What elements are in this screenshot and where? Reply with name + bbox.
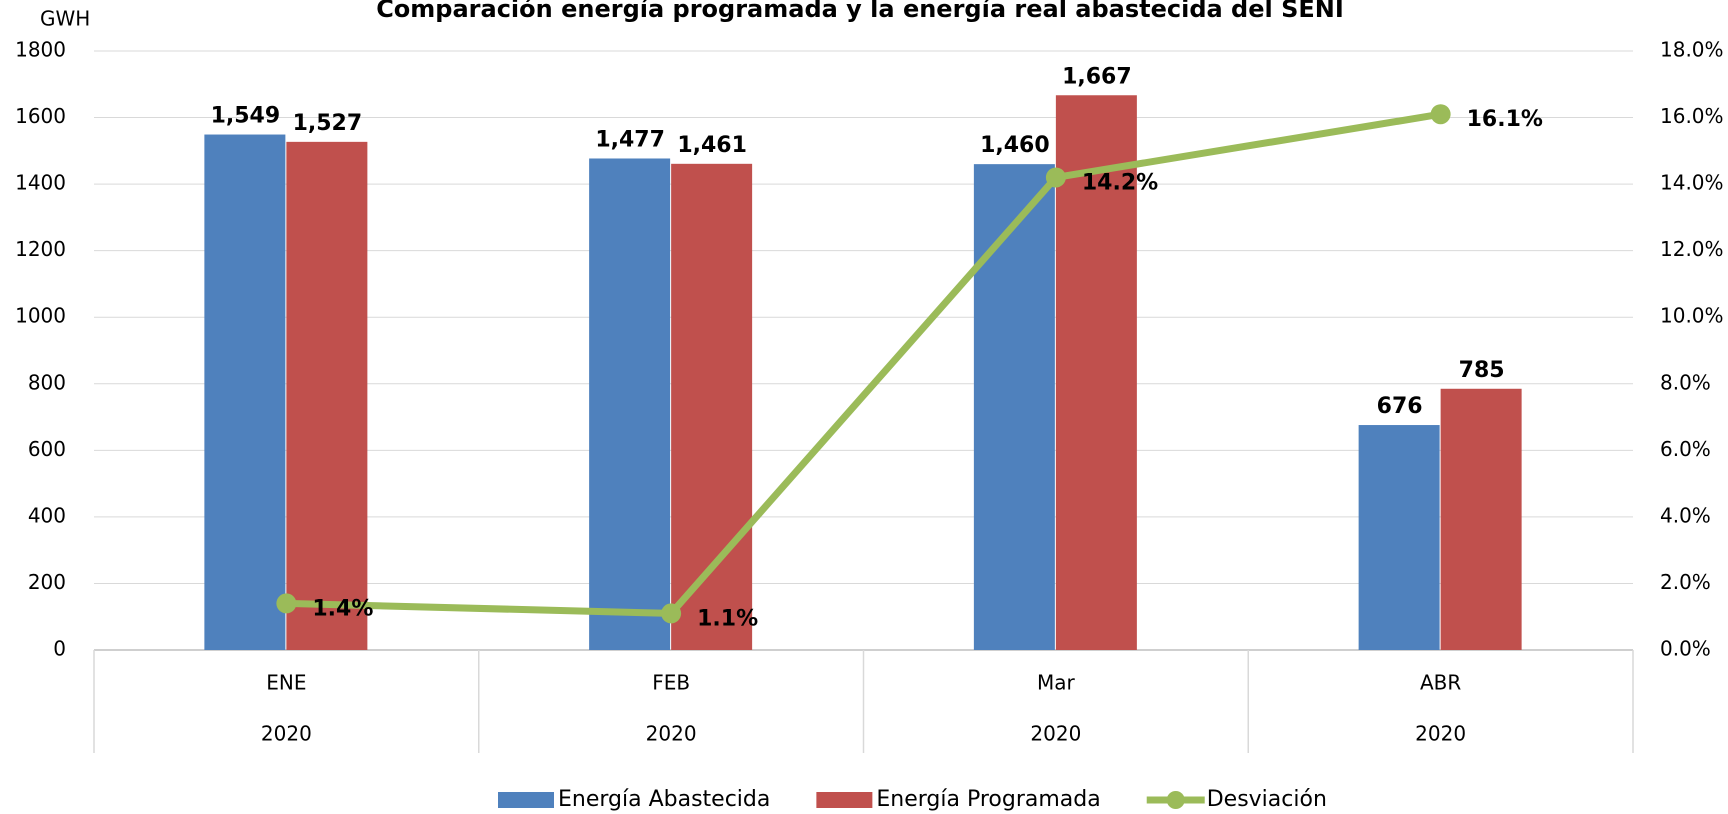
data-label: 1,549 (211, 104, 281, 129)
bar (204, 134, 286, 650)
x-group-label: 2020 (1415, 722, 1466, 746)
y2-tick-label: 6.0% (1660, 437, 1711, 461)
y2-tick-label: 10.0% (1660, 304, 1724, 328)
y2-tick-label: 0.0% (1660, 637, 1711, 661)
y-tick-label: 200 (28, 570, 66, 594)
y2-tick-label: 18.0% (1660, 38, 1724, 62)
line (286, 110, 1442, 617)
data-label: 1.4% (312, 596, 373, 621)
legend-swatch (816, 792, 873, 808)
y-tick-label: 1000 (15, 304, 66, 328)
data-label: 1,667 (1062, 64, 1132, 89)
data-label: 14.2% (1082, 170, 1158, 195)
line-marker (1045, 167, 1066, 188)
y-tick-label: 1800 (15, 38, 66, 62)
legend-swatch (1166, 791, 1185, 809)
line-marker (661, 603, 682, 624)
data-label: 1,460 (980, 133, 1050, 158)
y-tick-label: 1400 (15, 171, 66, 195)
y2-tick-label: 8.0% (1660, 370, 1711, 394)
data-label: 16.1% (1467, 107, 1543, 132)
data-label: 1,527 (293, 111, 363, 136)
y2-tick-label: 14.0% (1660, 171, 1724, 195)
bar (671, 163, 753, 651)
y-tick-label: 800 (28, 370, 66, 394)
data-label: 785 (1459, 358, 1505, 383)
y-tick-label: 0 (53, 637, 66, 661)
x-tick-label: ENE (266, 671, 306, 695)
legend-label: Energía Abastecida (558, 787, 770, 812)
bar (1440, 388, 1522, 650)
y2-tick-label: 4.0% (1660, 503, 1711, 527)
y2-tick-label: 2.0% (1660, 570, 1711, 594)
y2-tick-label: 16.0% (1660, 104, 1724, 128)
data-label: 1,477 (595, 127, 665, 152)
chart-title: Comparación energía programada y la ener… (376, 0, 1344, 23)
line-marker (1430, 104, 1451, 125)
data-label: 1.1% (697, 606, 758, 631)
line-marker (276, 593, 297, 614)
bar (286, 141, 368, 650)
bar (1358, 425, 1440, 650)
x-group-label: 2020 (1030, 722, 1081, 746)
x-tick-label: FEB (652, 671, 690, 695)
y-axis-label: GWH (40, 7, 90, 31)
x-group-label: 2020 (646, 722, 697, 746)
y2-tick-label: 12.0% (1660, 237, 1724, 261)
y-tick-label: 1600 (15, 104, 66, 128)
data-label: 1,461 (677, 133, 747, 158)
y-tick-label: 400 (28, 503, 66, 527)
legend-label: Desviación (1207, 787, 1327, 812)
bar (1055, 95, 1137, 650)
bar (973, 164, 1055, 650)
bar (589, 158, 671, 650)
x-group-label: 2020 (261, 722, 312, 746)
legend-swatch (498, 792, 554, 808)
y-tick-label: 600 (28, 437, 66, 461)
x-tick-label: ABR (1420, 671, 1461, 695)
legend-label: Energía Programada (876, 787, 1100, 812)
y-tick-label: 1200 (15, 237, 66, 261)
x-tick-label: Mar (1037, 671, 1076, 695)
data-label: 676 (1377, 394, 1423, 419)
